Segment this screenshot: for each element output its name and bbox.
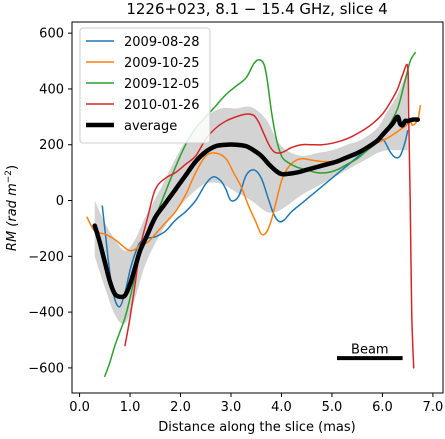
x-tick-label: 0.0	[69, 400, 90, 415]
series-line-2009-08-28	[101, 130, 409, 308]
y-axis-label-main: RM	[5, 231, 20, 251]
legend-entry-label: 2009-08-28	[124, 35, 200, 50]
y-axis-label-unit: (rad m	[5, 183, 20, 226]
x-tick-label: 3.0	[221, 400, 242, 415]
y-tick-label: 200	[39, 138, 64, 153]
x-tick-label: 1.0	[120, 400, 141, 415]
y-tick-label: 400	[39, 82, 64, 97]
series-line-average	[92, 114, 421, 300]
x-tick-label: 2.0	[170, 400, 191, 415]
plot-frame	[71, 21, 444, 394]
y-tick-label: 0	[56, 194, 64, 209]
chart-title: 1226+023, 8.1 − 15.4 GHz, slice 4	[126, 0, 387, 18]
series-line-2010-01-26	[124, 63, 415, 369]
x-tick-label: 5.0	[322, 400, 343, 415]
legend-box	[79, 27, 211, 144]
y-tick-label: −200	[28, 250, 64, 265]
y-tick-label: −400	[28, 306, 64, 321]
legend-entry-label: average	[124, 119, 177, 134]
x-tick-label: 4.0	[271, 400, 292, 415]
x-tick-label: 6.0	[372, 400, 393, 415]
x-tick-label: 7.0	[423, 400, 444, 415]
beam-label: Beam	[351, 342, 389, 357]
y-tick-label: −600	[28, 361, 64, 376]
y-axis-label-close: )	[5, 165, 20, 170]
legend: 2009-08-28 2009-10-25 2009-12-05 2010-01-26…	[79, 27, 211, 144]
y-axis-label: RM (rad m−2)	[4, 165, 20, 251]
y-axis-label-exponent: −2	[4, 170, 14, 183]
x-axis-label: Distance along the slice (mas)	[158, 420, 355, 435]
legend-entry-label: 2009-10-25	[124, 56, 200, 71]
legend-entry-label: 2010-01-26	[124, 98, 200, 113]
y-tick-label: 600	[39, 27, 64, 42]
uncertainty-band	[94, 69, 408, 325]
legend-entry-label: 2009-12-05	[124, 77, 200, 92]
